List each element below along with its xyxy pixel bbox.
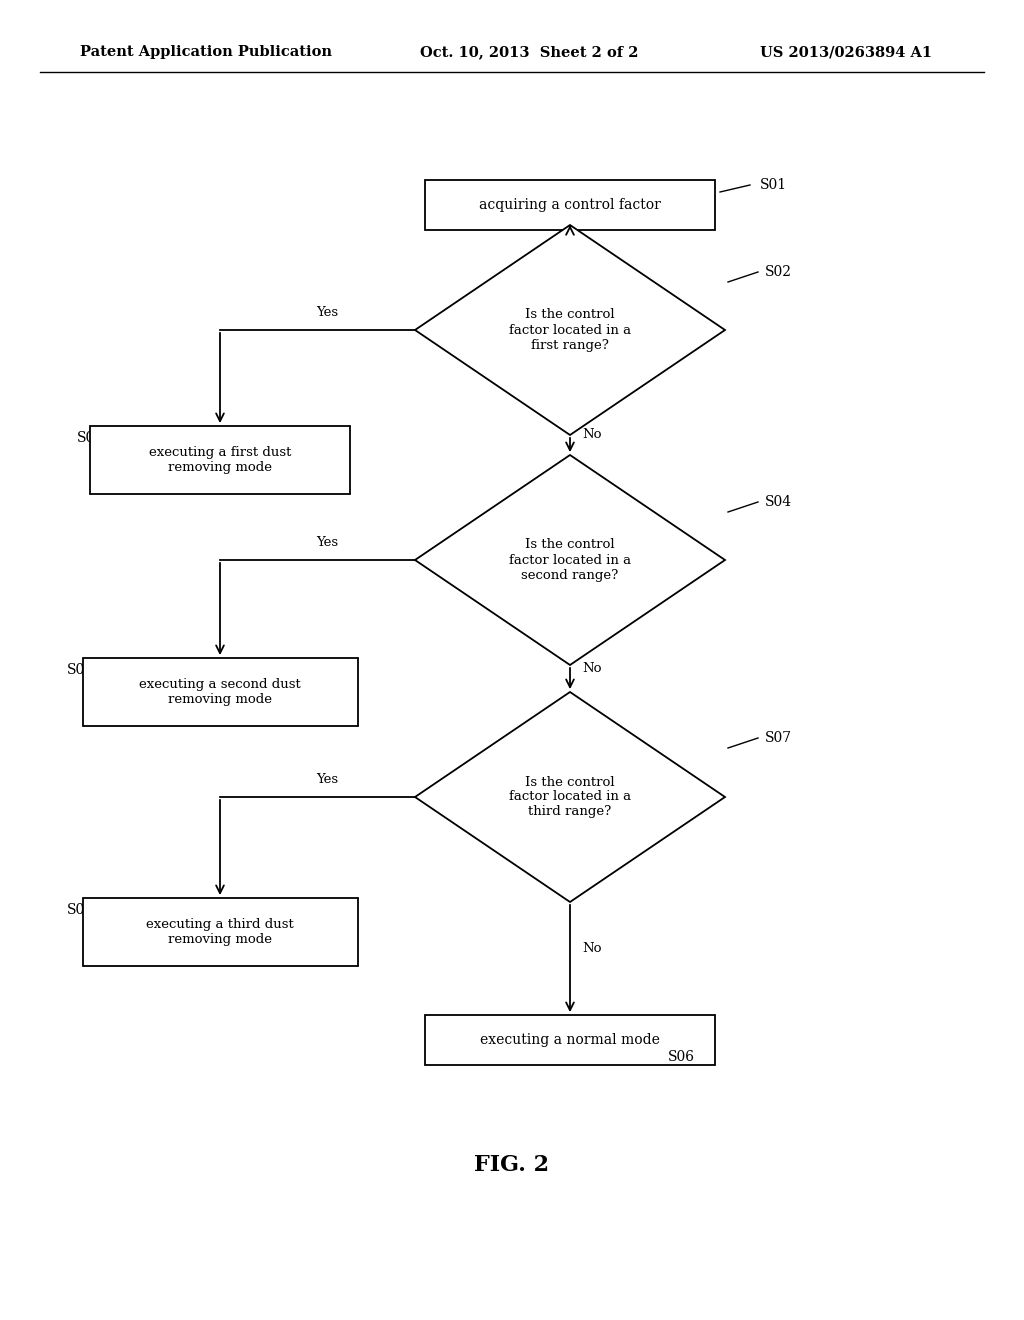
Text: executing a third dust
removing mode: executing a third dust removing mode	[146, 917, 294, 946]
Text: No: No	[582, 429, 601, 441]
FancyBboxPatch shape	[83, 657, 357, 726]
Text: S02: S02	[765, 265, 792, 279]
Text: S05: S05	[67, 663, 94, 677]
Text: No: No	[582, 663, 601, 675]
Text: Yes: Yes	[316, 774, 339, 785]
Text: Yes: Yes	[316, 536, 339, 549]
Text: S03: S03	[77, 432, 104, 445]
Text: executing a normal mode: executing a normal mode	[480, 1034, 659, 1047]
Text: S01: S01	[760, 178, 787, 191]
Text: S04: S04	[765, 495, 793, 510]
Text: Yes: Yes	[316, 306, 339, 319]
Text: S06: S06	[668, 1049, 695, 1064]
Text: S08: S08	[67, 903, 94, 917]
FancyBboxPatch shape	[90, 426, 350, 494]
Text: executing a second dust
removing mode: executing a second dust removing mode	[139, 678, 301, 706]
FancyBboxPatch shape	[83, 898, 357, 966]
Polygon shape	[415, 455, 725, 665]
Text: Is the control
factor located in a
first range?: Is the control factor located in a first…	[509, 309, 631, 351]
Text: executing a first dust
removing mode: executing a first dust removing mode	[148, 446, 291, 474]
Text: Oct. 10, 2013  Sheet 2 of 2: Oct. 10, 2013 Sheet 2 of 2	[420, 45, 639, 59]
Text: S07: S07	[765, 731, 793, 744]
Text: FIG. 2: FIG. 2	[474, 1154, 550, 1176]
Text: acquiring a control factor: acquiring a control factor	[479, 198, 660, 213]
Polygon shape	[415, 224, 725, 436]
Text: Patent Application Publication: Patent Application Publication	[80, 45, 332, 59]
Text: Is the control
factor located in a
second range?: Is the control factor located in a secon…	[509, 539, 631, 582]
Text: Is the control
factor located in a
third range?: Is the control factor located in a third…	[509, 776, 631, 818]
FancyBboxPatch shape	[425, 1015, 715, 1065]
FancyBboxPatch shape	[425, 180, 715, 230]
Polygon shape	[415, 692, 725, 902]
Text: US 2013/0263894 A1: US 2013/0263894 A1	[760, 45, 932, 59]
Text: No: No	[582, 942, 601, 954]
